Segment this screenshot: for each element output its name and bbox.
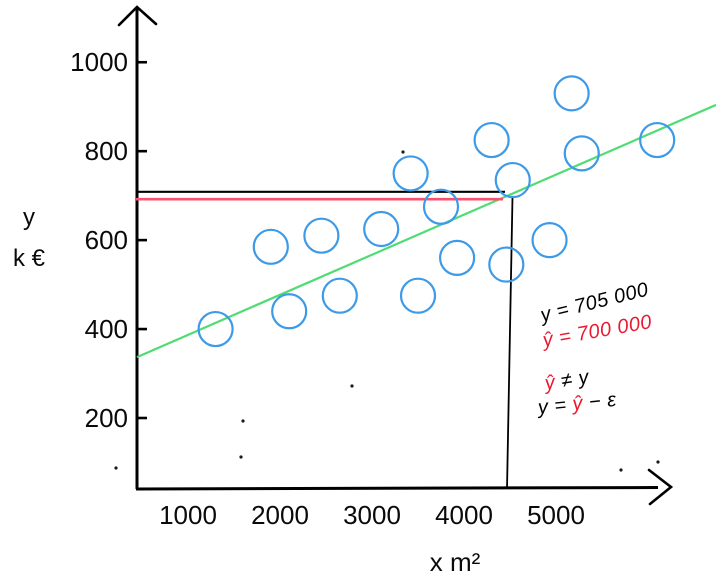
ink-speck	[114, 466, 118, 470]
data-point	[553, 75, 590, 112]
x-axis-line	[135, 486, 659, 491]
y-axis-label: y k €	[2, 197, 56, 279]
data-point	[494, 161, 531, 199]
x-axis-label: x m²	[429, 547, 481, 577]
y-axis-label-unit: k €	[12, 245, 45, 272]
y-tick-label: 800	[85, 136, 128, 166]
data-point	[399, 277, 437, 314]
ink-speck	[656, 460, 660, 464]
data-point	[439, 239, 476, 277]
ink-speck	[401, 150, 405, 154]
data-point	[271, 293, 308, 330]
x-axis-arrow-icon	[647, 468, 674, 506]
y-tick-label: 1000	[70, 47, 128, 77]
y-tick-label: 200	[85, 403, 128, 433]
x-marker-line	[506, 196, 514, 490]
data-point	[363, 210, 400, 248]
note-text: − ε	[581, 388, 618, 415]
y-axis-label-symbol: y	[23, 204, 35, 231]
ink-speck	[350, 384, 354, 388]
y-axis-arrow-icon	[117, 5, 158, 27]
data-point	[473, 121, 510, 159]
x-tick-label: 3000	[343, 500, 401, 530]
data-point	[252, 228, 289, 265]
data-point	[303, 217, 340, 254]
data-point	[531, 222, 568, 259]
ink-speck	[619, 468, 623, 472]
data-point	[422, 188, 460, 225]
ink-speck	[239, 455, 243, 459]
data-point	[563, 135, 600, 172]
data-point	[639, 121, 676, 159]
note-text: ≠ y	[553, 366, 591, 394]
regression-line	[136, 103, 716, 359]
x-tick-label: 1000	[159, 500, 217, 530]
y-tick-label: 400	[85, 314, 128, 344]
ink-speck	[241, 419, 245, 423]
x-tick-label: 2000	[251, 500, 309, 530]
data-point	[488, 246, 525, 283]
x-tick-label: 4000	[435, 500, 493, 530]
x-tick-label: 5000	[527, 500, 585, 530]
y-tick-label: 600	[85, 225, 128, 255]
data-point	[321, 277, 358, 314]
data-point	[392, 155, 429, 192]
note-text: y =	[536, 393, 574, 419]
data-point	[197, 310, 234, 348]
